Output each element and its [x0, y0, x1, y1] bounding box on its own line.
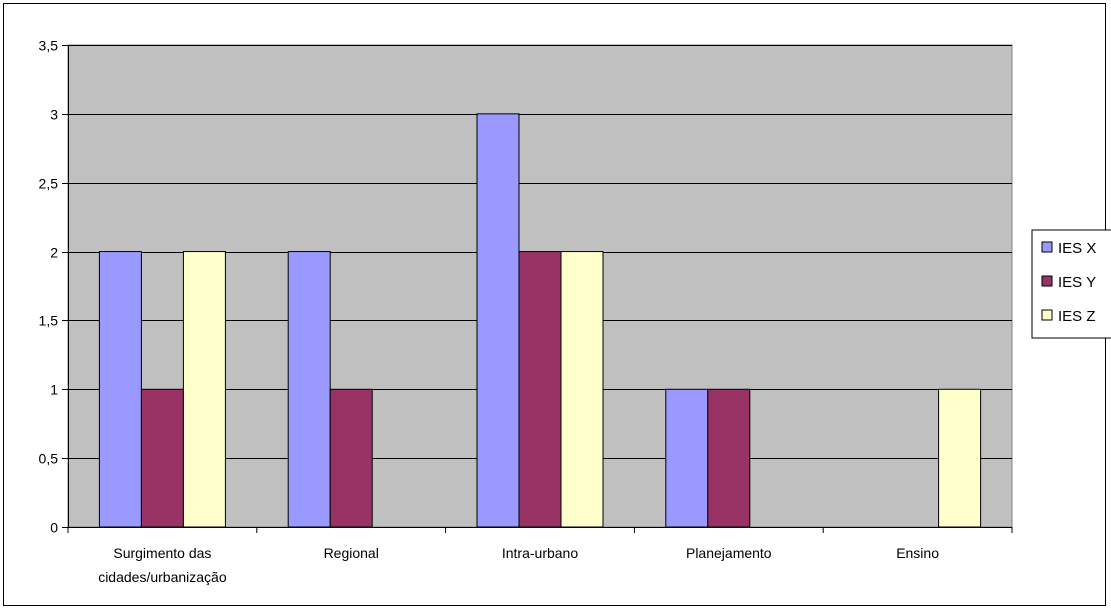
legend-label: IES Y: [1058, 274, 1096, 291]
y-tick-label: 3: [50, 107, 58, 123]
y-tick-label: 0: [50, 520, 58, 536]
bar-ies-y: [518, 251, 562, 528]
bar-ies-y: [707, 388, 751, 528]
legend-label: IES X: [1058, 240, 1096, 257]
y-tick-label: 1,5: [39, 313, 59, 329]
legend-swatch: [1041, 241, 1053, 253]
bar-ies-x: [98, 251, 142, 528]
x-tick-label: Regional: [324, 545, 379, 561]
y-tick-label: 3,5: [39, 38, 59, 54]
x-tick-label: Surgimento das: [113, 545, 211, 561]
x-tick-label: Intra-urbano: [502, 545, 578, 561]
legend-swatch: [1041, 275, 1053, 287]
bar-ies-z: [560, 251, 604, 528]
legend-swatch: [1041, 309, 1053, 321]
bar-ies-z: [938, 388, 982, 528]
bar-ies-x: [287, 251, 331, 528]
y-tick-label: 1: [50, 382, 58, 398]
x-tick-label: Planejamento: [686, 545, 772, 561]
legend-label: IES Z: [1058, 308, 1096, 325]
bar-ies-z: [182, 251, 226, 528]
y-tick-label: 0,5: [39, 451, 59, 467]
bar-ies-y: [140, 388, 184, 528]
bar-ies-y: [329, 388, 373, 528]
bar-ies-x: [476, 113, 520, 528]
y-tick-label: 2: [50, 245, 58, 261]
x-tick-label: Ensino: [896, 545, 939, 561]
bar-ies-x: [665, 388, 709, 528]
x-tick-label: cidades/urbanização: [98, 569, 227, 585]
y-tick-label: 2,5: [39, 176, 59, 192]
